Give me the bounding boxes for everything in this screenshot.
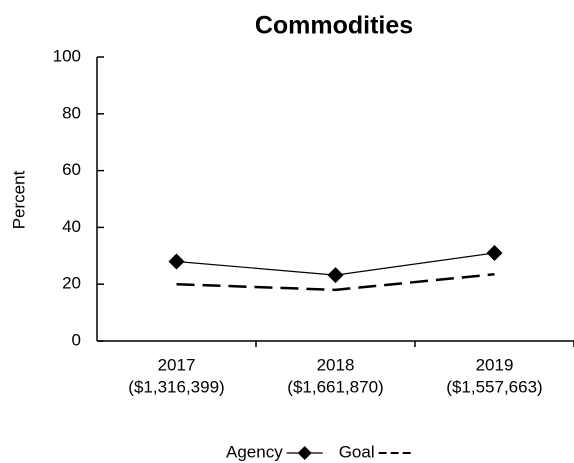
x-tick-sublabel: ($1,661,870) — [287, 377, 383, 396]
legend-label: Agency — [226, 442, 283, 461]
y-tick-label: 40 — [62, 217, 81, 236]
chart-title: Commodities — [255, 12, 413, 40]
data-point — [168, 253, 185, 270]
data-point — [486, 244, 503, 261]
y-axis-label: Percent — [9, 170, 28, 229]
legend-label: Goal — [339, 442, 375, 461]
y-tick-label: 20 — [62, 274, 81, 293]
y-tick-label: 100 — [53, 46, 81, 65]
y-tick-label: 80 — [62, 103, 81, 122]
legend-marker — [297, 446, 312, 460]
x-tick-sublabel: ($1,316,399) — [128, 377, 224, 396]
y-tick-label: 0 — [72, 330, 81, 349]
x-tick-label: 2018 — [317, 355, 355, 374]
series-line — [176, 273, 495, 292]
x-tick-label: 2017 — [158, 355, 196, 374]
x-tick-sublabel: ($1,557,663) — [446, 377, 542, 396]
x-tick-label: 2019 — [476, 355, 514, 374]
data-point — [327, 267, 344, 284]
y-tick-label: 60 — [62, 160, 81, 179]
